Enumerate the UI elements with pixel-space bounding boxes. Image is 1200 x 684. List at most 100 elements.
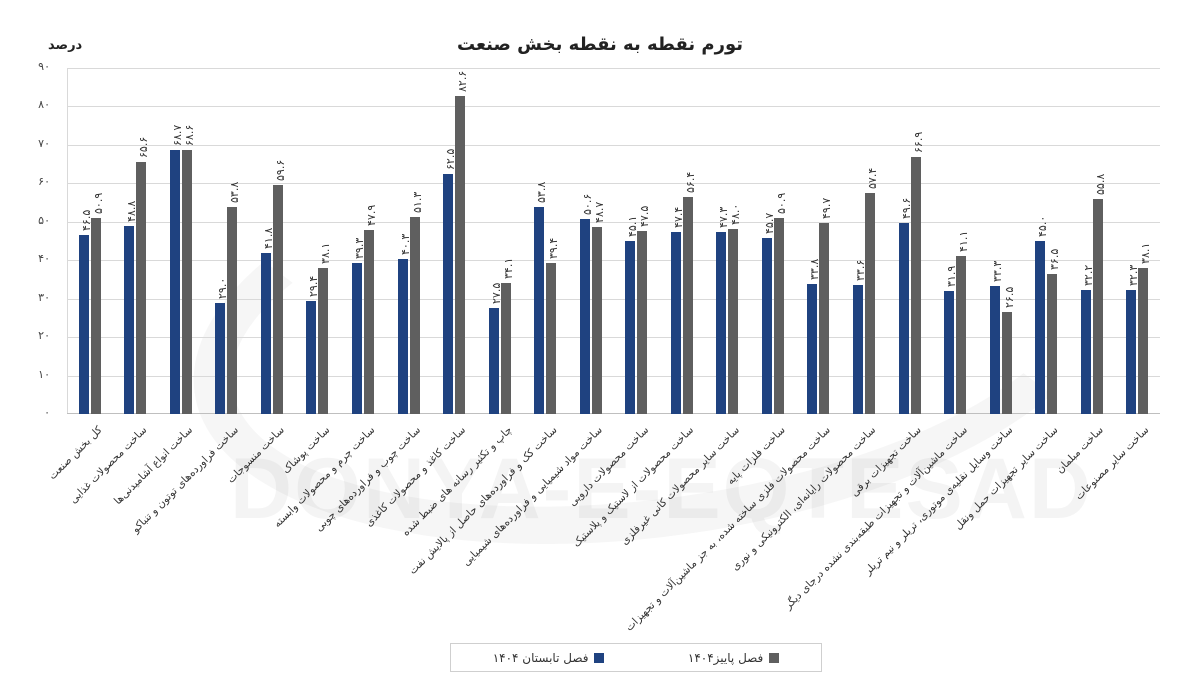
gridline [67, 68, 1160, 69]
bar-autumn [90, 218, 101, 414]
value-label-autumn: ۳۴.۱ [501, 257, 515, 279]
bar-summer [989, 285, 1000, 414]
bar-autumn [956, 256, 967, 414]
bar-group: ۴۷.۴ ۵۶.۴ [659, 68, 705, 414]
y-tick-label: ۶۰ [38, 175, 50, 189]
value-label-autumn: ۶۶.۹ [911, 131, 925, 153]
bar-summer [852, 284, 863, 414]
bar-autumn [1001, 312, 1012, 414]
bar-group: ۴۹.۶ ۶۶.۹ [887, 68, 933, 414]
value-label-summer: ۳۳.۳ [990, 260, 1004, 282]
bar-summer [215, 302, 226, 414]
value-label-summer: ۵۰.۶ [580, 194, 594, 216]
value-label-autumn: ۶۵.۶ [137, 136, 151, 158]
y-tick-label: ۵۰ [38, 213, 50, 227]
value-label-autumn: ۳۸.۱ [1139, 242, 1153, 264]
bar-group: ۳۲.۳ ۳۸.۱ [1114, 68, 1160, 414]
value-label-autumn: ۵۳.۸ [228, 181, 242, 204]
bar-autumn [500, 282, 511, 414]
bar-autumn [637, 231, 648, 414]
value-label-autumn: ۵۱.۳ [410, 191, 424, 213]
value-label-autumn: ۵۰.۹ [91, 193, 105, 215]
bar-autumn [728, 229, 739, 414]
bar-summer [625, 240, 636, 414]
bar-group: ۴۸.۸ ۶۵.۶ [113, 68, 159, 414]
value-label-summer: ۶۸.۷ [170, 124, 184, 146]
bar-autumn [455, 96, 466, 414]
bar-group: ۴۵.۰ ۳۶.۵ [1023, 68, 1069, 414]
y-axis-line [67, 68, 68, 414]
bar-summer [260, 253, 271, 414]
y-tick-label: ۳۰ [38, 290, 50, 304]
bar-group: ۴۷.۳ ۴۸.۰ [705, 68, 751, 414]
legend-swatch-autumn [769, 652, 780, 663]
bar-group: ۴۶.۵ ۵۰.۹ [67, 68, 113, 414]
bar-group: ۲۹.۰ ۵۳.۸ [204, 68, 250, 414]
bar-autumn [181, 150, 192, 414]
gridline [67, 375, 1160, 377]
bar-summer [944, 291, 955, 414]
bar-group: ۳۳.۳ ۲۶.۵ [978, 68, 1024, 414]
value-label-autumn: ۸۲.۶ [456, 71, 470, 93]
value-label-summer: ۵۳.۸ [535, 181, 549, 204]
bar-group: ۴۵.۱ ۴۷.۵ [614, 68, 660, 414]
value-label-autumn: ۲۶.۵ [1002, 286, 1016, 309]
bar-summer [579, 219, 590, 414]
bar-summer [534, 207, 545, 414]
bar-group: ۲۷.۵ ۳۴.۱ [477, 68, 523, 414]
bar-group: ۵۰.۶ ۴۸.۷ [568, 68, 614, 414]
value-label-autumn: ۴۷.۵ [638, 206, 652, 228]
legend-label-summer: فصل تابستان ۱۴۰۴ [492, 650, 589, 665]
bar-summer [807, 284, 818, 414]
y-tick-label: ۴۰ [38, 252, 50, 266]
bar-group: ۶۲.۵ ۸۲.۶ [431, 68, 477, 414]
bar-summer [1126, 289, 1137, 414]
bar-autumn [546, 262, 557, 414]
bar-summer [397, 259, 408, 414]
bar-autumn [682, 197, 693, 414]
bar-autumn [364, 229, 375, 414]
value-label-autumn: ۵۷.۴ [865, 168, 879, 190]
bar-group: ۲۹.۴ ۳۸.۱ [295, 68, 341, 414]
value-label-autumn: ۴۷.۹ [365, 204, 379, 226]
bar-autumn [409, 216, 420, 414]
bar-group: ۳۱.۹ ۴۱.۱ [932, 68, 978, 414]
chart-title: تورم نقطه به نقطه بخش صنعت [456, 34, 744, 55]
y-tick-label: ۸۰ [38, 98, 50, 112]
value-label-autumn: ۴۱.۱ [957, 230, 971, 252]
value-label-autumn: ۳۹.۴ [547, 237, 561, 259]
bar-group: ۳۳.۸ ۴۹.۷ [796, 68, 842, 414]
bar-summer [352, 262, 363, 414]
bar-group: ۳۳.۶ ۵۷.۴ [841, 68, 887, 414]
bar-autumn [1047, 273, 1058, 414]
watermark-text: DONYA-E-EQTESAD [230, 440, 1093, 539]
bar-group: ۴۰.۳ ۵۱.۳ [386, 68, 432, 414]
gridline [67, 221, 1160, 223]
legend-item-autumn: فصل پاییز۱۴۰۴ [688, 651, 780, 665]
plot-area: ۴۶.۵ ۵۰.۹ ۴۸.۸ ۶۵.۶ ۶۸.۷ ۶۸.۶ ۲۹.۰ ۵۳.۸ ۴۱.۸ ۵۹.۶… [67, 68, 1160, 414]
value-label-autumn: ۵۰.۹ [774, 193, 788, 215]
bar-group: ۶۸.۷ ۶۸.۶ [158, 68, 204, 414]
bar-summer [78, 235, 89, 414]
bar-autumn [591, 226, 602, 414]
value-label-autumn: ۴۹.۷ [820, 197, 834, 219]
bar-summer [488, 308, 499, 414]
bar-autumn [136, 161, 147, 414]
value-label-summer: ۴۵.۰ [1036, 215, 1050, 237]
value-label-autumn: ۵۵.۸ [1093, 174, 1107, 196]
bar-group: ۳۲.۲ ۵۵.۸ [1069, 68, 1115, 414]
bar-autumn [1092, 199, 1103, 414]
value-label-autumn: ۵۹.۶ [273, 159, 287, 181]
gridline [67, 183, 1160, 185]
value-label-autumn: ۶۸.۶ [182, 125, 196, 147]
bar-autumn [910, 156, 921, 414]
gridline [67, 144, 1160, 146]
legend-swatch-summer [594, 652, 605, 663]
bar-summer [670, 231, 681, 414]
bar-summer [716, 232, 727, 414]
bar-group: ۵۳.۸ ۳۹.۴ [522, 68, 568, 414]
y-tick-label: ۲۰ [38, 329, 50, 343]
value-label-autumn: ۴۸.۷ [592, 201, 606, 223]
bar-autumn [227, 207, 238, 414]
bar-autumn [773, 218, 784, 414]
